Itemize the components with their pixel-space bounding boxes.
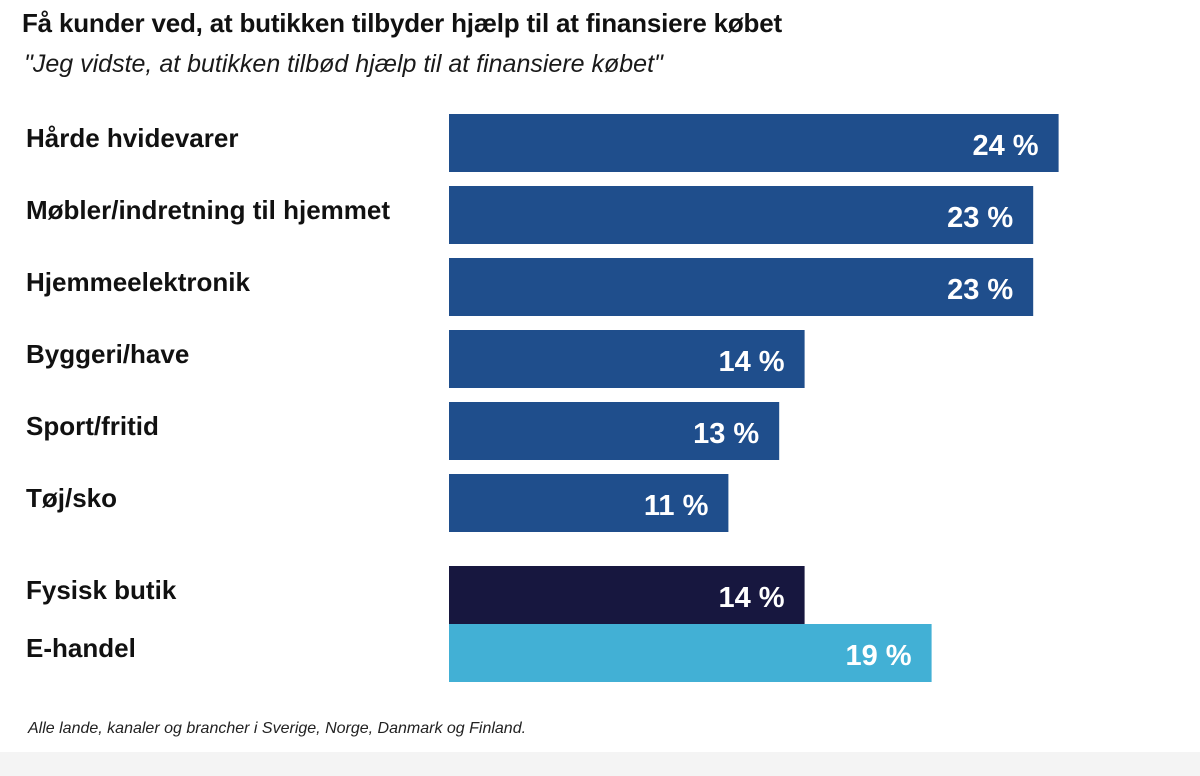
category-label: Byggeri/have xyxy=(26,339,189,369)
bar xyxy=(449,402,780,460)
category-label: Tøj/sko xyxy=(26,483,117,513)
category-label: Sport/fritid xyxy=(26,411,159,441)
value-label: 13 % xyxy=(693,418,759,450)
bar xyxy=(449,114,1059,172)
category-label: Fysisk butik xyxy=(26,575,177,605)
bar xyxy=(449,258,1034,316)
value-label: 19 % xyxy=(845,640,911,672)
value-label: 23 % xyxy=(947,202,1013,234)
bar xyxy=(449,474,729,532)
value-label: 14 % xyxy=(718,582,784,614)
category-label: E-handel xyxy=(26,633,136,663)
bottom-band xyxy=(0,752,1200,776)
bar xyxy=(449,566,805,624)
value-label: 11 % xyxy=(644,490,709,522)
bar xyxy=(449,186,1034,244)
chart-title: Få kunder ved, at butikken tilbyder hjæl… xyxy=(22,8,782,38)
value-label: 24 % xyxy=(972,130,1038,162)
category-label: Hårde hvidevarer xyxy=(26,123,238,153)
bar xyxy=(449,330,805,388)
footnote: Alle lande, kanaler og brancher i Sverig… xyxy=(28,720,527,737)
bar xyxy=(449,624,932,682)
value-label: 23 % xyxy=(947,274,1013,306)
category-label: Møbler/indretning til hjemmet xyxy=(26,195,390,225)
value-label: 14 % xyxy=(718,346,784,378)
chart-subtitle: "Jeg vidste, at butikken tilbød hjælp ti… xyxy=(24,50,663,78)
category-label: Hjemmeelektronik xyxy=(26,267,251,297)
